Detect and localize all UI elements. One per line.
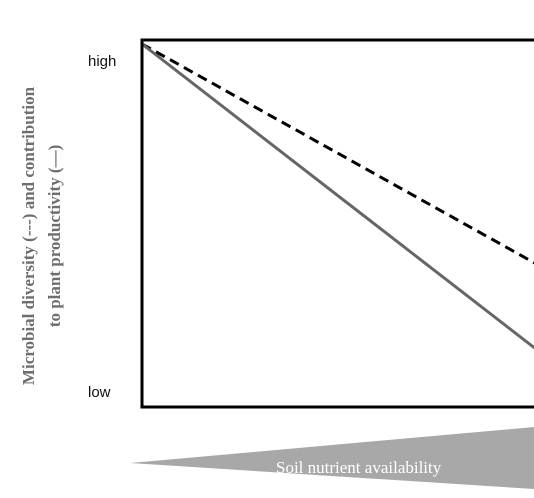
y-axis-title: Microbial diversity (---) and contributi… (19, 86, 64, 385)
plot-frame (140, 38, 534, 409)
series-line-solid (141, 42, 534, 350)
nutrient-availability-label: Soil nutrient availability (276, 458, 442, 477)
series-line-dashed (141, 42, 534, 265)
series-layer (141, 42, 534, 350)
y-tick-label-high: high (88, 53, 116, 70)
nutrient-availability-wedge (130, 427, 534, 489)
y-tick-label-low: low (88, 384, 111, 401)
y-axis-title-line1: Microbial diversity (---) and contributi… (19, 86, 38, 385)
y-axis-title-line2: to plant productivity (—) (45, 145, 64, 327)
